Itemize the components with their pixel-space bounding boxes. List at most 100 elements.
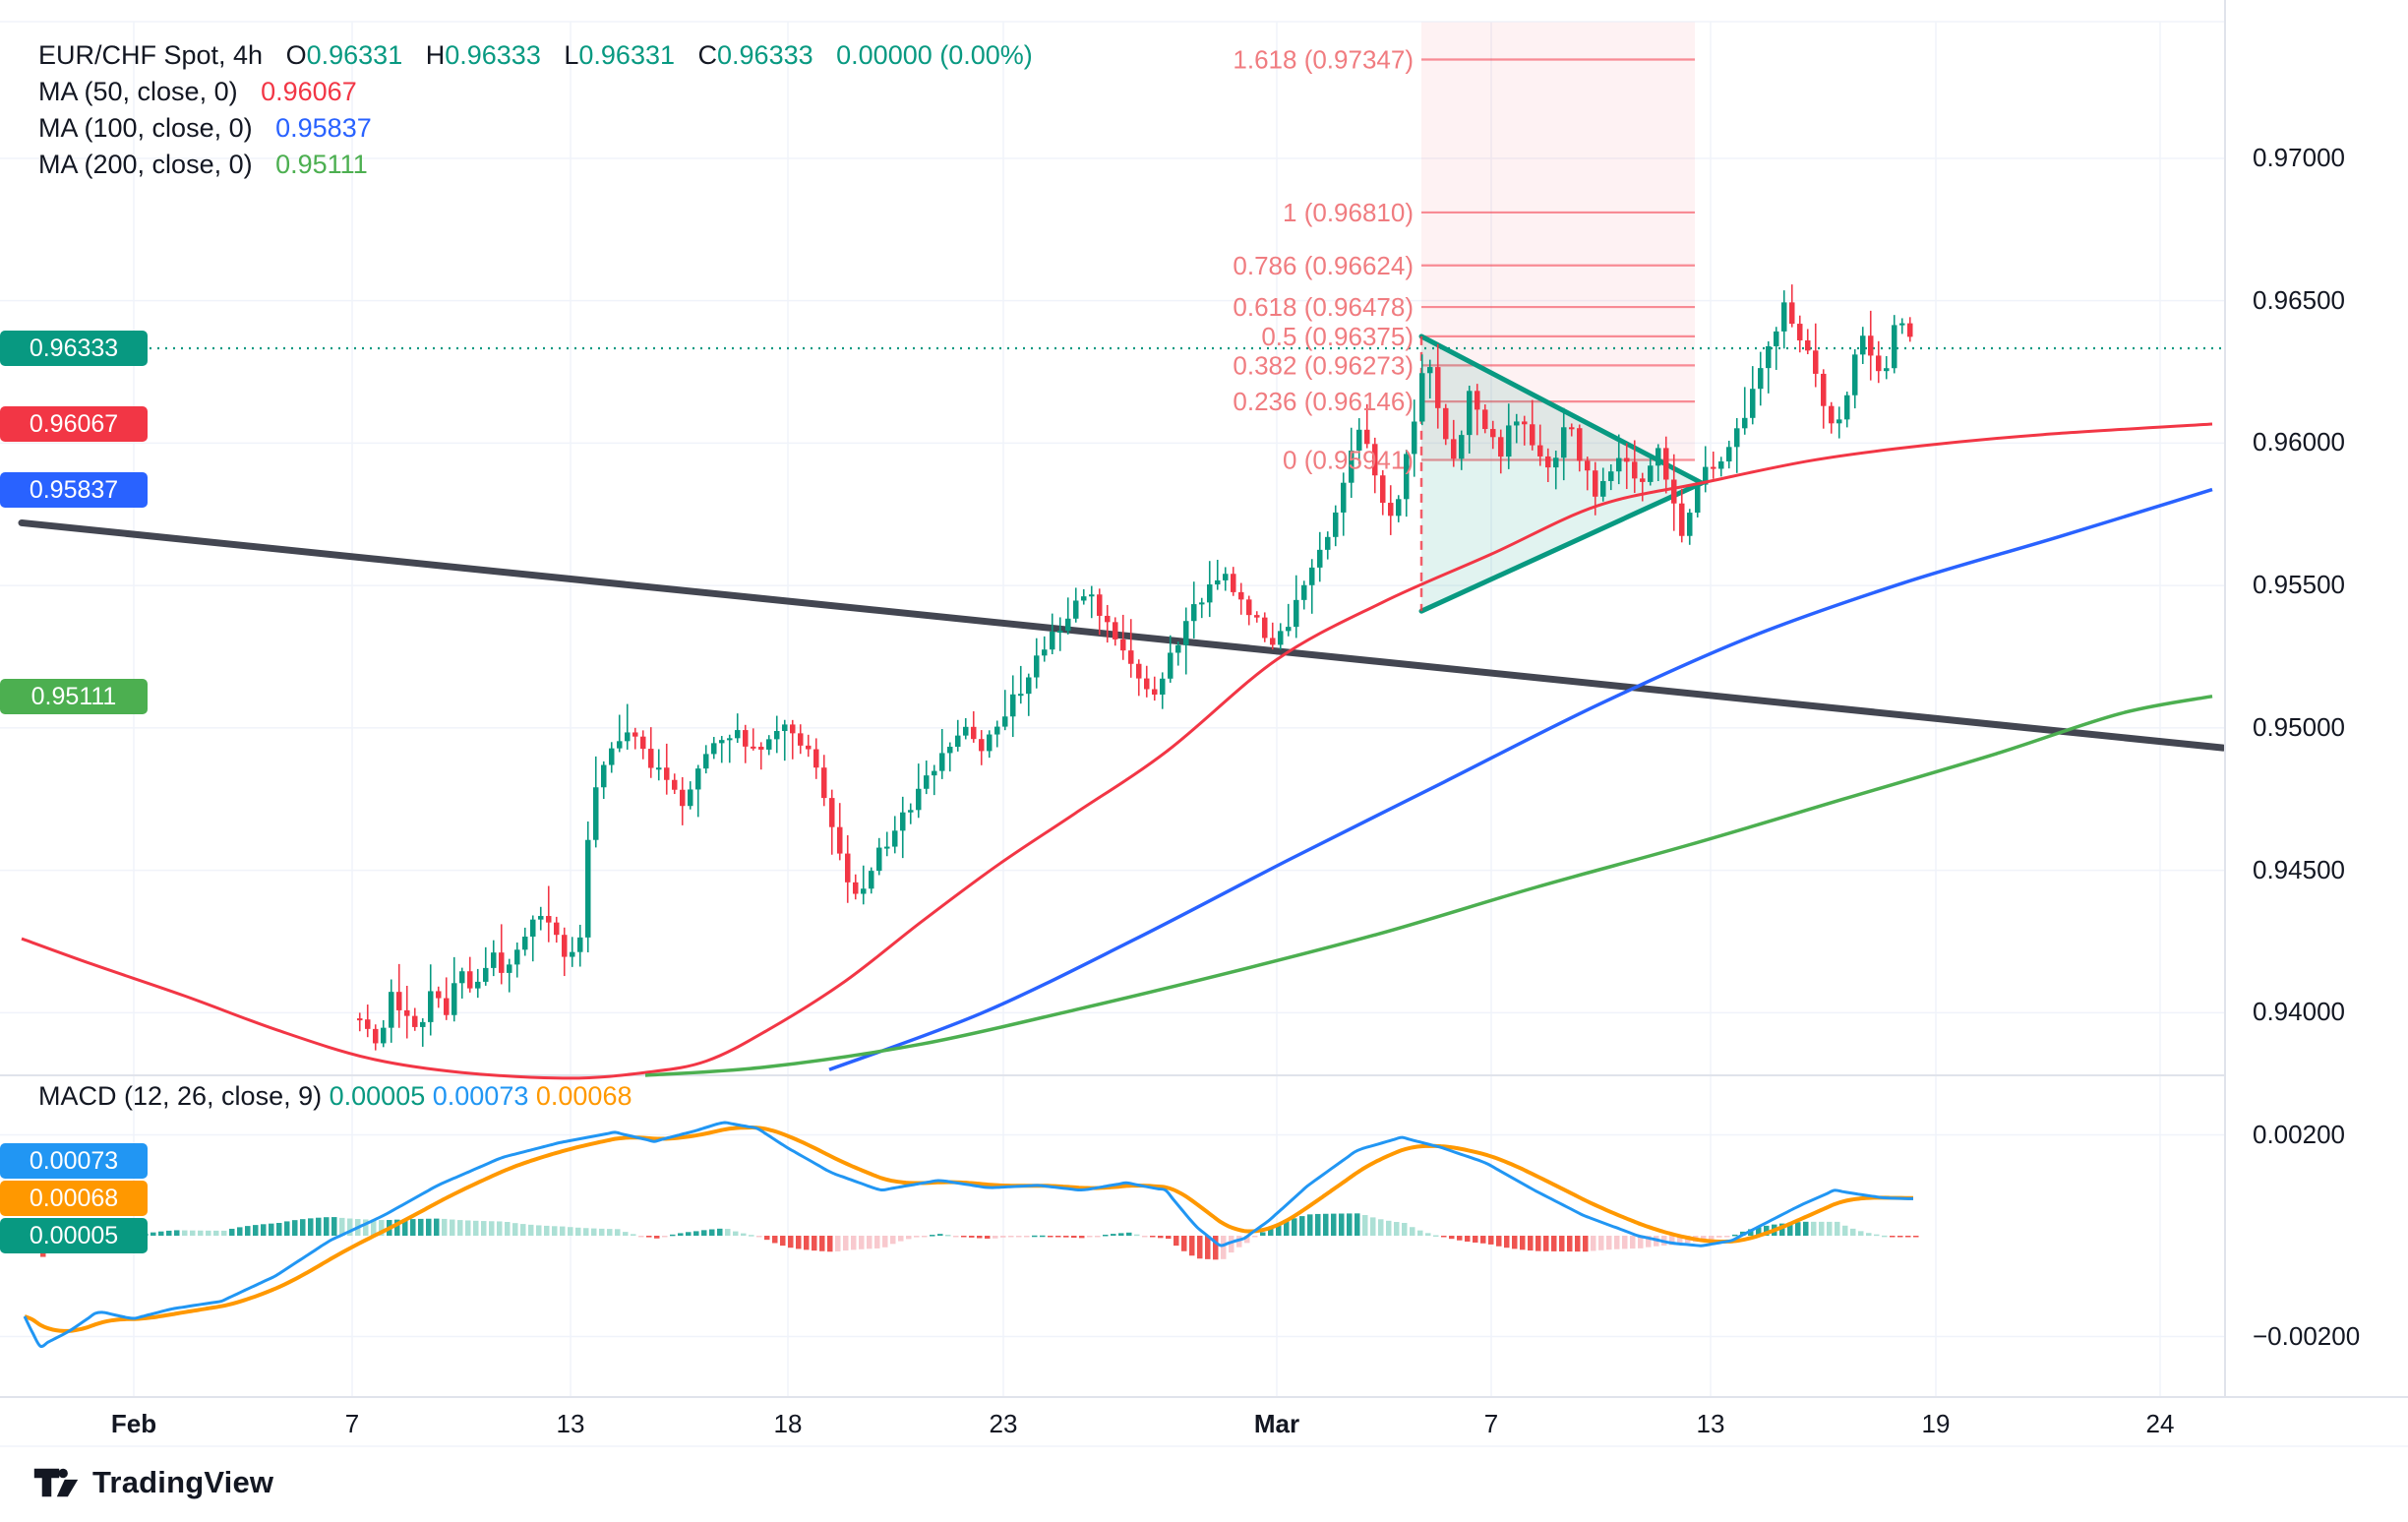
fib-retracement-band[interactable] (1421, 22, 1695, 460)
candle-body (1152, 689, 1158, 695)
macd-hist-bar (1174, 1236, 1179, 1247)
macd-hist-bar (1292, 1218, 1297, 1236)
macd-hist-bar (1591, 1236, 1596, 1251)
macd-hist-bar (300, 1219, 306, 1236)
macd-hist-bar (1236, 1236, 1242, 1248)
macd-hist-bar (363, 1219, 369, 1236)
macd-hist-bar (1874, 1234, 1880, 1237)
time-axis-label: 7 (1483, 1409, 1499, 1438)
price-axis-label: 0.94000 (2253, 997, 2345, 1027)
macd-hist-bar (1417, 1230, 1423, 1236)
candle-body (554, 922, 560, 936)
macd-hist-bar (1244, 1236, 1250, 1244)
candle-body (1860, 335, 1866, 355)
macd-hist-bar (261, 1224, 267, 1236)
brand-footer[interactable]: TradingView (33, 1465, 273, 1500)
candlestick-series[interactable] (357, 284, 1913, 1051)
macd-hist-bar (1079, 1236, 1085, 1239)
macd-hist-bar (473, 1220, 479, 1236)
macd-hist-bar (552, 1226, 558, 1236)
macd-hist-bar (1331, 1213, 1337, 1236)
macd-hist-bar (1142, 1236, 1148, 1238)
candle-body (1356, 429, 1362, 451)
macd-hist-bar (512, 1223, 518, 1236)
macd-label[interactable]: MACD (12, 26, close, 9) (38, 1081, 323, 1111)
price-axis-label: 0.97000 (2253, 142, 2345, 172)
candle-body (420, 1021, 426, 1027)
candle-body (436, 991, 442, 999)
candle-body (1018, 694, 1024, 697)
candle-body (853, 882, 859, 894)
time-axis-panel[interactable] (0, 1397, 2408, 1446)
macd-hist-bar (1315, 1213, 1321, 1236)
candle-body (1435, 367, 1441, 408)
change-value: 0.00000 (0.00%) (836, 40, 1033, 70)
fib-level-label: 0.382 (0.96273) (1233, 350, 1414, 380)
triangle-pattern-fill[interactable] (1421, 335, 1702, 612)
candle-body (1600, 480, 1606, 497)
ma200-row[interactable]: MA (200, close, 0) 0.95111 (38, 147, 1033, 183)
macd-hist-bar (906, 1236, 912, 1240)
macd-hist-bar (1465, 1236, 1471, 1242)
macd-hist-bar (1252, 1236, 1258, 1238)
candle-body (1648, 465, 1654, 482)
candle-body (711, 743, 717, 755)
candle-body (412, 1015, 418, 1027)
macd-hist-bar (198, 1230, 204, 1236)
macd-hist-bar (851, 1236, 857, 1250)
candle-body (1010, 694, 1016, 717)
price-axis-label: 0.96000 (2253, 427, 2345, 457)
candle-body (1734, 428, 1740, 448)
time-axis-label: 24 (2145, 1409, 2175, 1438)
macd-hist-bar (1276, 1224, 1282, 1236)
close-value: 0.96333 (717, 40, 813, 70)
macd-hist-bar (1339, 1213, 1345, 1236)
candle-body (1537, 445, 1543, 457)
candle-body (798, 733, 804, 746)
candle-body (987, 734, 993, 752)
candle-body (640, 736, 646, 750)
candle-body (1451, 439, 1457, 459)
price-axis-label: 0.95000 (2253, 711, 2345, 742)
macd-signal-line (24, 1126, 1914, 1333)
candle-body (1892, 325, 1897, 369)
candle-body (703, 754, 709, 769)
candle-body (1089, 594, 1095, 597)
triangle-lower-line[interactable] (1418, 480, 1705, 614)
macd-hist-bar (1433, 1235, 1439, 1238)
macd-hist-bar (693, 1231, 699, 1236)
candle-body (994, 726, 1000, 735)
macd-hist-bar (418, 1218, 424, 1236)
macd-hist-bar (450, 1219, 455, 1236)
macd-hist-bar (961, 1236, 967, 1238)
price-axis-label: 0.95500 (2253, 570, 2345, 600)
candle-body (1498, 437, 1504, 457)
candle-body (1632, 461, 1638, 479)
macd-hist-bar (1882, 1235, 1888, 1238)
candle-body (1120, 639, 1126, 651)
macd-hist-bar (717, 1228, 723, 1236)
candle-body (758, 747, 764, 750)
candle-body (1726, 447, 1732, 462)
fib-level-label: 0.236 (0.96146) (1233, 387, 1414, 416)
ma50-row[interactable]: MA (50, close, 0) 0.96067 (38, 74, 1033, 110)
time-axis-label: Feb (110, 1409, 157, 1438)
macd-hist-bar (819, 1236, 825, 1251)
triangle-upper-line[interactable] (1418, 334, 1705, 486)
ma100-row[interactable]: MA (100, close, 0) 0.95837 (38, 110, 1033, 147)
candle-body (1294, 599, 1299, 628)
candle-body (719, 740, 725, 744)
symbol-title[interactable]: EUR/CHF Spot, 4h (38, 40, 264, 70)
macd-hist-bar (1575, 1236, 1581, 1252)
macd-hist-bar (410, 1219, 416, 1236)
ma200-value: 0.95111 (275, 150, 368, 179)
macd-hist-bar (1040, 1235, 1046, 1238)
macd-hist-bar (1897, 1236, 1903, 1238)
time-axis-label: 13 (556, 1409, 585, 1438)
price-axis-panel[interactable] (2225, 0, 2408, 1446)
candle-body (727, 738, 733, 741)
macd-hist-bar (1134, 1234, 1140, 1237)
candle-body (892, 830, 898, 847)
macd-hist-bar (599, 1228, 605, 1236)
